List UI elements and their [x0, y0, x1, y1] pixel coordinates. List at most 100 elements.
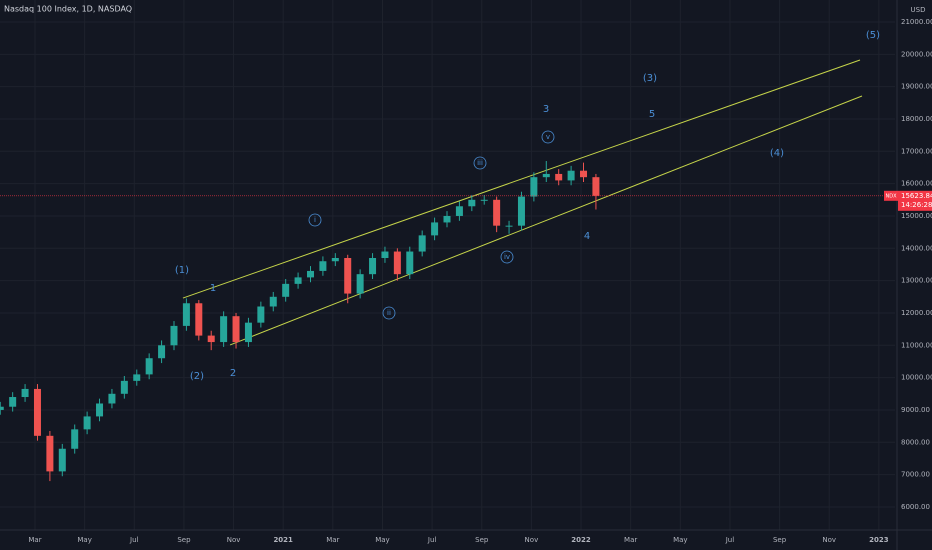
candle-body	[96, 403, 104, 417]
candle-body	[133, 374, 141, 381]
wave-label: v	[546, 133, 550, 141]
candle-body	[195, 303, 203, 336]
symbol-tag: NDX	[885, 193, 897, 199]
y-tick-label: 15000.00	[901, 212, 932, 220]
chart-title: Nasdaq 100 Index, 1D, NASDAQ	[4, 5, 132, 14]
y-tick-label: 7000.00	[901, 471, 930, 479]
y-tick-label: 11000.00	[901, 341, 932, 349]
y-tick-label: 10000.00	[901, 374, 932, 382]
x-tick-label: May	[77, 536, 91, 544]
candle-body	[306, 270, 314, 278]
candle-body	[443, 215, 451, 223]
symbol-tag-box	[884, 190, 898, 201]
plot-area	[0, 59, 895, 482]
candle-body	[567, 170, 575, 181]
x-tick-label: Nov	[822, 536, 836, 544]
x-tick-label: Nov	[525, 536, 539, 544]
x-tick-label: 2023	[869, 536, 889, 544]
wave-label: i	[314, 216, 316, 224]
candle-body	[269, 296, 277, 307]
candle-body	[344, 258, 352, 294]
x-tick-label: Nov	[227, 536, 241, 544]
candle-body	[455, 206, 463, 216]
candle-body	[232, 316, 240, 343]
candle-body	[480, 199, 488, 201]
y-tick-label: 19000.00	[901, 83, 932, 91]
x-tick-label: May	[673, 536, 687, 544]
candle-body	[369, 258, 377, 275]
trend-line	[229, 95, 863, 346]
candle-body	[406, 251, 414, 275]
wave-label: (2)	[190, 371, 204, 382]
y-tick-label: 16000.00	[901, 180, 932, 188]
candle-body	[393, 251, 401, 275]
candle-body	[9, 397, 17, 407]
candle-body	[145, 358, 153, 375]
candle-body	[33, 388, 41, 436]
y-tick-label: 12000.00	[901, 309, 932, 317]
wave-label: 4	[584, 231, 590, 242]
candle-body	[58, 448, 66, 472]
candle-body	[505, 225, 513, 227]
candle-body	[431, 222, 439, 236]
wave-circle	[500, 250, 514, 264]
wave-circle	[473, 156, 487, 170]
x-tick-label: 2022	[571, 536, 591, 544]
candle-body	[46, 435, 54, 472]
x-tick-label: Jul	[427, 536, 437, 544]
candle-body	[71, 429, 79, 449]
wave-circle	[308, 213, 322, 227]
candle-body	[530, 177, 538, 197]
wave-label: iv	[504, 253, 510, 261]
candle-body	[331, 258, 339, 262]
candle-body	[207, 335, 215, 343]
currency-label: USD	[911, 6, 926, 14]
candle-body	[294, 277, 302, 284]
candle-body	[182, 303, 190, 326]
wave-label: (3)	[643, 73, 657, 84]
y-tick-label: 13000.00	[901, 277, 932, 285]
candle-body	[120, 380, 128, 394]
price-box	[898, 190, 932, 211]
wave-label: (5)	[866, 30, 880, 41]
x-tick-label: Mar	[326, 536, 339, 544]
y-tick-label: 14000.00	[901, 244, 932, 252]
y-tick-label: 8000.00	[901, 438, 930, 446]
candle-body	[108, 393, 116, 404]
candle-body	[170, 325, 178, 346]
candle-body	[592, 177, 600, 196]
y-tick-label: 20000.00	[901, 50, 932, 58]
countdown-label: 14:26:28	[901, 201, 932, 209]
wave-label: 3	[543, 104, 549, 115]
wave-label: (1)	[175, 265, 189, 276]
candle-body	[580, 170, 588, 178]
x-tick-label: Sep	[177, 536, 191, 544]
candle-body	[0, 406, 4, 410]
y-tick-label: 17000.00	[901, 147, 932, 155]
candle-body	[493, 199, 501, 226]
candle-body	[21, 388, 29, 398]
candle-body	[418, 235, 426, 252]
y-tick-label: 6000.00	[901, 503, 930, 511]
wave-circle	[382, 306, 396, 320]
candle-body	[517, 196, 525, 226]
y-tick-label: 21000.00	[901, 18, 932, 26]
candle-body	[158, 345, 166, 359]
candle-body	[282, 283, 290, 297]
x-tick-label: Mar	[28, 536, 41, 544]
wave-label: 1	[210, 283, 216, 294]
candle-body	[257, 306, 265, 323]
candle-body	[468, 199, 476, 207]
last-price-label: 15623.84	[901, 192, 932, 200]
candle-body	[555, 173, 563, 181]
wave-label: iii	[477, 159, 483, 167]
candle-body	[319, 261, 327, 271]
wave-label: 5	[649, 109, 655, 120]
x-tick-label: May	[375, 536, 389, 544]
candle-body	[381, 251, 389, 259]
x-tick-label: Jul	[129, 536, 139, 544]
trend-line	[182, 59, 861, 299]
